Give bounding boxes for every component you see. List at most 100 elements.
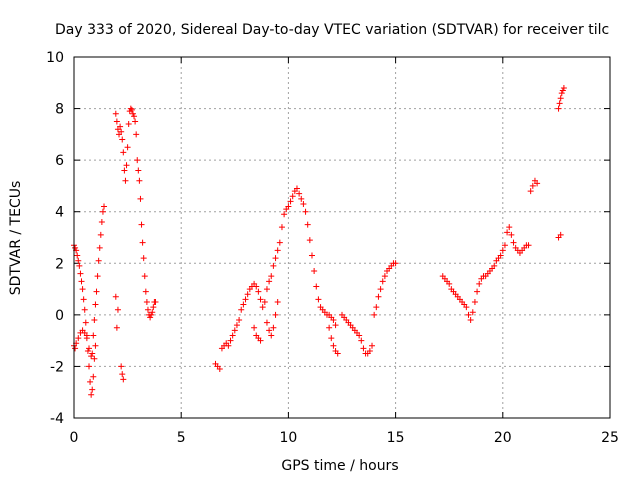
- data-point: [127, 105, 134, 112]
- data-point: [148, 311, 155, 318]
- data-point: [285, 203, 292, 210]
- data-point: [559, 87, 566, 94]
- data-point: [255, 288, 262, 295]
- data-point: [491, 262, 498, 269]
- x-tick-label: 0: [70, 430, 79, 446]
- data-point: [88, 391, 95, 398]
- data-point: [257, 296, 264, 303]
- data-point: [119, 136, 126, 143]
- data-point: [94, 273, 101, 280]
- data-point: [557, 95, 564, 102]
- data-point: [231, 327, 238, 334]
- data-point: [300, 200, 307, 207]
- data-point: [137, 195, 144, 202]
- data-point: [510, 239, 517, 246]
- data-point: [253, 283, 260, 290]
- data-point: [138, 221, 145, 228]
- data-point: [251, 324, 258, 331]
- data-point: [266, 327, 273, 334]
- data-point: [77, 270, 84, 277]
- data-point: [240, 301, 247, 308]
- data-point: [150, 304, 157, 311]
- data-point: [119, 371, 126, 378]
- data-point: [381, 273, 388, 280]
- data-point: [558, 90, 565, 97]
- data-point: [302, 208, 309, 215]
- data-point: [99, 208, 106, 215]
- x-tick-label: 20: [494, 430, 512, 446]
- data-point: [527, 188, 534, 195]
- data-point: [298, 195, 305, 202]
- data-point: [272, 311, 279, 318]
- data-point: [89, 350, 96, 357]
- data-point: [274, 247, 281, 254]
- data-point: [97, 231, 104, 238]
- y-tick-label: 6: [55, 153, 64, 169]
- data-point: [72, 244, 79, 251]
- y-tick-label: 2: [55, 256, 64, 272]
- data-point: [88, 353, 95, 360]
- data-point: [504, 229, 511, 236]
- x-tick-label: 5: [177, 430, 186, 446]
- data-point: [147, 314, 154, 321]
- data-point: [560, 84, 567, 91]
- data-point: [242, 296, 249, 303]
- data-point: [257, 337, 264, 344]
- data-point: [499, 247, 506, 254]
- data-point: [121, 167, 128, 174]
- data-point: [90, 373, 97, 380]
- data-point: [113, 324, 120, 331]
- data-point: [129, 110, 136, 117]
- data-point: [96, 244, 103, 251]
- data-point: [83, 335, 90, 342]
- y-tick-label: 4: [55, 205, 64, 221]
- y-tick-label: 10: [46, 50, 64, 66]
- data-point: [529, 182, 536, 189]
- x-tick-label: 25: [601, 430, 619, 446]
- y-tick-label: -2: [50, 359, 64, 375]
- data-point: [136, 177, 143, 184]
- y-tick-label: 8: [55, 102, 64, 118]
- data-point: [278, 224, 285, 231]
- data-point: [373, 304, 380, 311]
- data-point: [89, 386, 96, 393]
- data-point: [95, 257, 102, 264]
- data-point: [371, 311, 378, 318]
- data-point: [555, 105, 562, 112]
- data-point: [144, 306, 151, 313]
- data-point: [139, 239, 146, 246]
- data-point: [112, 293, 119, 300]
- data-point: [330, 342, 337, 349]
- data-point: [268, 273, 275, 280]
- data-point: [84, 347, 91, 354]
- data-point: [293, 185, 300, 192]
- data-point: [446, 280, 453, 287]
- data-point: [274, 298, 281, 305]
- data-point: [135, 167, 142, 174]
- data-point: [120, 376, 127, 383]
- data-point: [463, 304, 470, 311]
- data-point: [360, 345, 367, 352]
- y-tick-label: 0: [55, 308, 64, 324]
- data-point: [152, 298, 159, 305]
- data-point: [132, 118, 139, 125]
- data-point: [236, 317, 243, 324]
- data-point: [276, 239, 283, 246]
- data-point: [369, 342, 376, 349]
- data-point: [120, 149, 127, 156]
- data-point: [118, 128, 125, 135]
- data-point: [556, 100, 563, 107]
- data-point: [233, 322, 240, 329]
- data-point: [75, 257, 82, 264]
- data-point: [261, 298, 268, 305]
- data-point: [263, 286, 270, 293]
- data-point: [91, 355, 98, 362]
- data-point: [93, 288, 100, 295]
- grid: [74, 57, 610, 418]
- data-point: [131, 113, 138, 120]
- data-point: [281, 211, 288, 218]
- data-point: [375, 293, 382, 300]
- data-point: [508, 231, 515, 238]
